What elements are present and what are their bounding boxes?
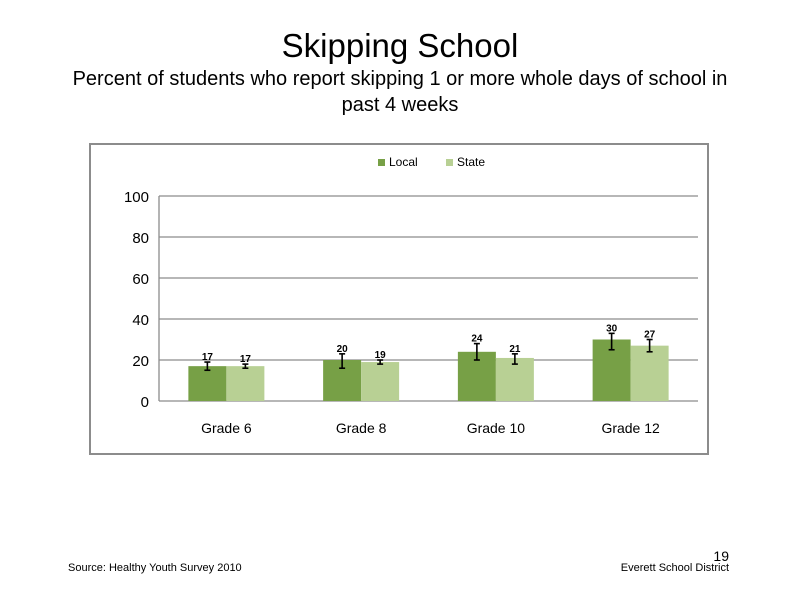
- x-tick-label: Grade 8: [336, 420, 387, 436]
- source-note: Source: Healthy Youth Survey 2010: [68, 562, 242, 574]
- data-label: 24: [471, 334, 483, 345]
- data-label: 30: [606, 323, 618, 334]
- data-label: 20: [337, 344, 349, 355]
- district-name: Everett School District: [620, 562, 729, 574]
- y-tick-label: 80: [132, 230, 149, 247]
- y-tick-label: 100: [124, 189, 149, 206]
- legend-swatch: [378, 159, 385, 166]
- data-label: 17: [240, 354, 252, 365]
- x-tick-label: Grade 12: [601, 420, 660, 436]
- page-number: 19: [713, 548, 729, 564]
- data-label: 21: [509, 344, 521, 355]
- y-tick-label: 40: [132, 312, 149, 329]
- y-tick-label: 20: [132, 353, 149, 370]
- legend-label: State: [457, 155, 485, 169]
- legend-swatch: [446, 159, 453, 166]
- bar-chart: 0 20 40 60 80 100 Local State 17 17 Grade 6 20 19 Gra…: [124, 155, 698, 436]
- slide-title: Skipping School: [281, 27, 519, 64]
- bar: [188, 366, 227, 401]
- data-label: 19: [375, 350, 387, 361]
- bar: [361, 362, 400, 401]
- x-tick-label: Grade 6: [201, 420, 252, 436]
- bar: [226, 366, 265, 401]
- bar: [495, 357, 534, 401]
- data-label: 27: [644, 330, 656, 341]
- legend-label: Local: [389, 155, 418, 169]
- y-tick-label: 60: [132, 271, 149, 288]
- slide-subtitle: Percent of students who report skipping …: [72, 68, 728, 116]
- bar: [630, 345, 669, 401]
- data-label: 17: [202, 352, 214, 363]
- chart-frame: 0 20 40 60 80 100 Local State 17 17 Grade 6 20 19 Gra…: [89, 143, 709, 455]
- x-tick-label: Grade 10: [467, 420, 526, 436]
- y-tick-label: 0: [141, 394, 149, 411]
